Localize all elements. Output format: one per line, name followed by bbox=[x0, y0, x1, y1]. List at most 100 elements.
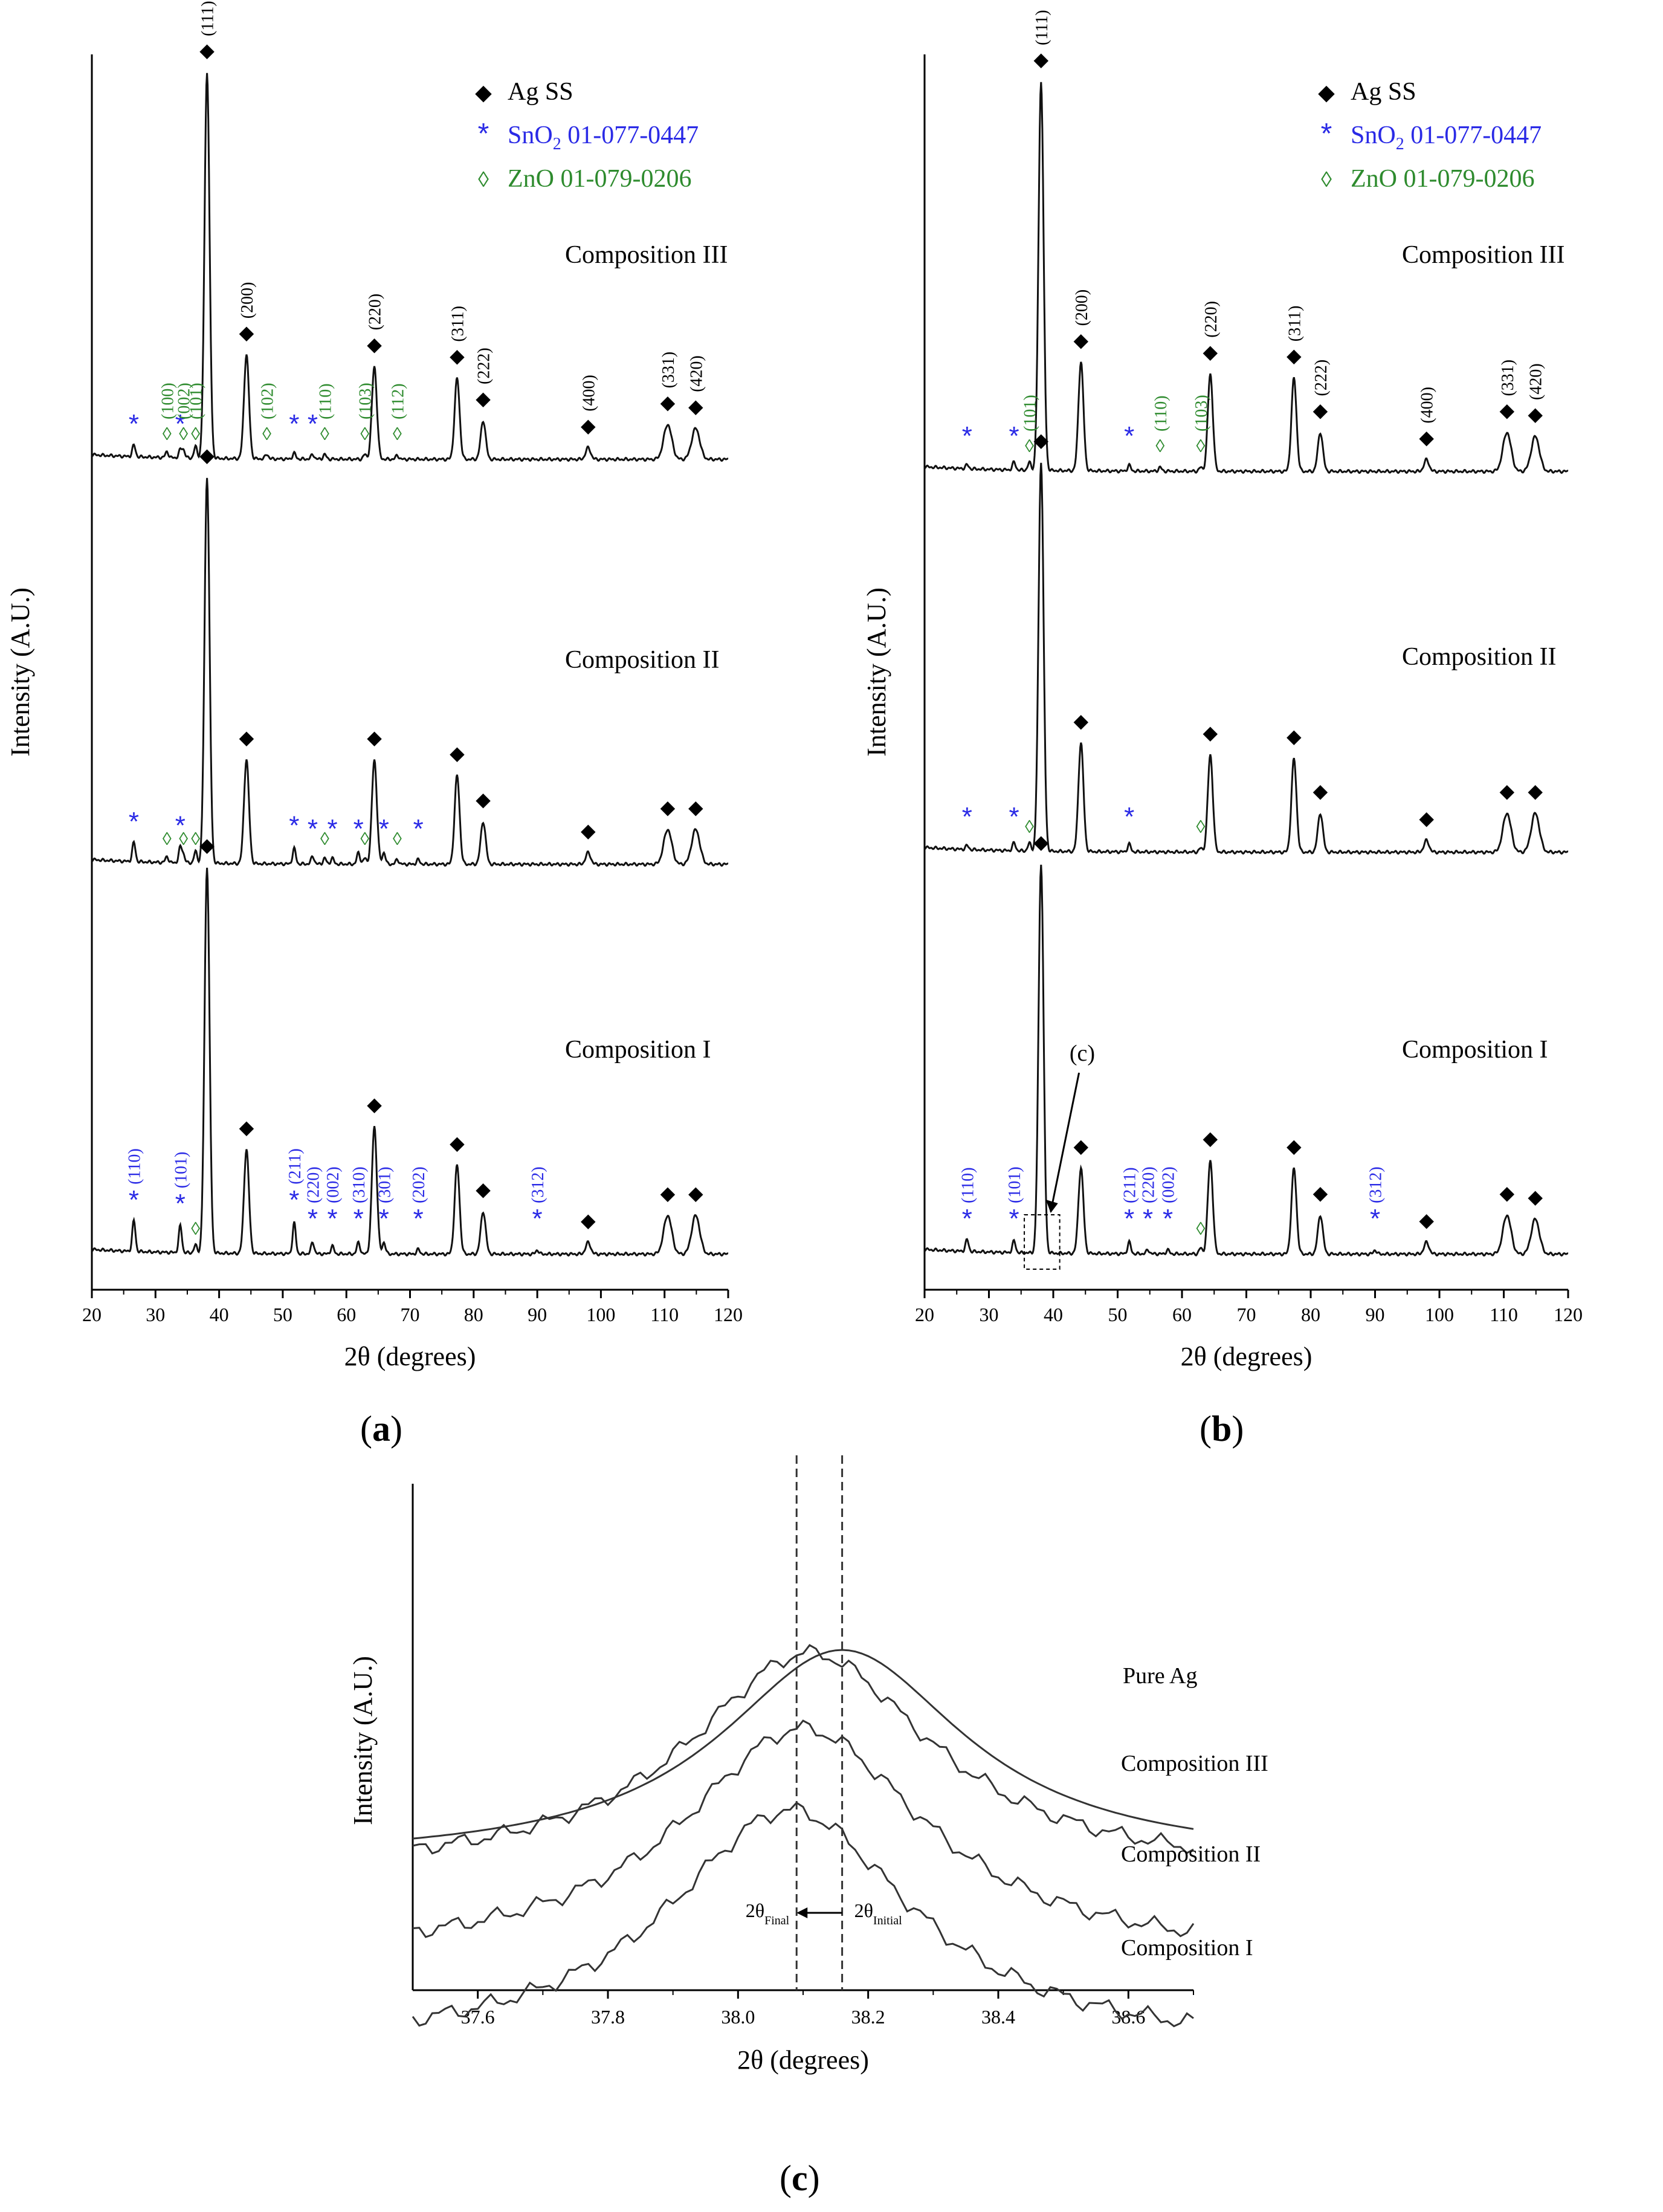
zno-peak-marker: ◊ bbox=[191, 424, 200, 444]
sno2-peak-marker: * bbox=[379, 814, 389, 844]
sno2-peak-marker: * bbox=[1163, 1204, 1173, 1234]
x-tick-label: 38.4 bbox=[981, 2006, 1015, 2028]
sno2-peak-marker: * bbox=[1143, 1204, 1153, 1234]
shift-trace-composition-i bbox=[412, 1801, 1194, 2028]
zno-peak-marker: ◊ bbox=[320, 829, 329, 849]
zno-peak-marker: ◊ bbox=[179, 829, 188, 849]
ag-peak-label: (420) bbox=[687, 355, 706, 392]
ag-peak-marker: ◆ bbox=[1313, 1182, 1328, 1204]
sno2-peak-label: (002) bbox=[324, 1166, 343, 1203]
sno2-peak-marker: * bbox=[354, 814, 364, 844]
sno2-peak-marker: * bbox=[129, 409, 139, 439]
ag-peak-marker: ◆ bbox=[1203, 341, 1218, 363]
sno2-peak-label: (312) bbox=[1367, 1166, 1386, 1203]
zno-peak-label: (102) bbox=[259, 383, 277, 419]
ag-peak-marker: ◆ bbox=[1287, 344, 1302, 366]
sno2-peak-label: (101) bbox=[172, 1152, 190, 1189]
x-tick-label: 100 bbox=[1425, 1304, 1454, 1325]
ag-peak-marker: ◆ bbox=[1419, 1209, 1434, 1231]
ag-peak-marker: ◆ bbox=[450, 1132, 465, 1154]
ag-peak-marker: ◆ bbox=[1313, 399, 1328, 421]
x-axis-title: 2θ (degrees) bbox=[344, 1342, 476, 1371]
ag-peak-label: (331) bbox=[659, 352, 678, 389]
legend-label: Ag SS bbox=[508, 78, 573, 106]
ag-peak-marker: ◆ bbox=[1073, 1135, 1088, 1157]
xrd-trace bbox=[924, 864, 1569, 1257]
series-name: Composition III bbox=[1121, 1751, 1268, 1776]
sno2-peak-marker: * bbox=[1124, 421, 1134, 451]
ag-peak-marker: ◆ bbox=[1073, 329, 1088, 351]
xrd-trace bbox=[924, 82, 1569, 474]
zno-peak-marker: ◊ bbox=[360, 424, 369, 444]
x-tick-label: 50 bbox=[273, 1304, 292, 1325]
sno2-peak-marker: * bbox=[289, 810, 299, 840]
sno2-peak-label: (211) bbox=[1121, 1167, 1140, 1203]
ag-peak-marker: ◆ bbox=[1528, 780, 1543, 802]
ag-peak-label: (400) bbox=[1418, 387, 1437, 424]
x-axis-title: 2θ (degrees) bbox=[1181, 1342, 1313, 1371]
ag-peak-marker: ◆ bbox=[1419, 807, 1434, 829]
sno2-peak-label: (002) bbox=[1160, 1166, 1178, 1203]
zno-peak-marker: ◊ bbox=[163, 424, 172, 444]
series-name: Composition III bbox=[1402, 241, 1565, 269]
sno2-peak-marker: * bbox=[379, 1204, 389, 1234]
panel-label-c: (c) bbox=[780, 2158, 820, 2198]
series-name: Composition I bbox=[565, 1036, 711, 1064]
inset-callout-arrowhead bbox=[1045, 1200, 1058, 1213]
ag-peak-marker: ◆ bbox=[239, 1116, 254, 1138]
two-theta-final-label: 2θFinal bbox=[746, 1900, 790, 1927]
ag-peak-marker: ◆ bbox=[581, 820, 596, 841]
series-name: Pure Ag bbox=[1123, 1663, 1198, 1689]
sno2-peak-marker: * bbox=[308, 1204, 318, 1234]
ag-peak-label: (311) bbox=[448, 306, 467, 342]
ag-peak-label: (222) bbox=[1312, 360, 1331, 396]
zno-peak-marker: ◊ bbox=[393, 829, 402, 849]
x-tick-label: 38.2 bbox=[851, 2006, 885, 2028]
legend-label: SnO2 01-077-0447 bbox=[1351, 121, 1542, 154]
zno-peak-marker: ◊ bbox=[1196, 817, 1205, 837]
ag-peak-marker: ◆ bbox=[660, 391, 676, 413]
ag-peak-marker: ◆ bbox=[367, 333, 382, 355]
series-name: Composition III bbox=[565, 241, 728, 269]
sno2-peak-marker: * bbox=[327, 1204, 337, 1234]
x-tick-label: 40 bbox=[210, 1304, 229, 1325]
legend-label: SnO2 01-077-0447 bbox=[508, 121, 699, 154]
panel-a-chart: 20 30 40 50 60 70 80 90 100 110 120 2θ (degrees) Int… bbox=[5, 1, 743, 1371]
sno2-peak-marker: * bbox=[532, 1204, 543, 1234]
ag-peak-marker: ◆ bbox=[476, 789, 491, 810]
sno2-peak-marker: * bbox=[308, 814, 318, 844]
shift-trace-pure-ag bbox=[412, 1649, 1194, 1840]
x-tick-label: 20 bbox=[82, 1304, 102, 1325]
ag-peak-marker: ◆ bbox=[199, 834, 215, 856]
ag-peak-label: (331) bbox=[1499, 360, 1517, 396]
zno-peak-label: (110) bbox=[1152, 395, 1171, 432]
x-tick-label: 80 bbox=[464, 1304, 483, 1325]
zno-peak-label: (101) bbox=[187, 383, 206, 419]
zno-peak-marker: ◊ bbox=[320, 424, 329, 444]
sno2-peak-marker: * bbox=[175, 1189, 186, 1218]
panel-label-b: (b) bbox=[1200, 1409, 1244, 1449]
x-tick-label: 38.0 bbox=[721, 2006, 755, 2028]
zno-peak-marker: ◊ bbox=[1196, 1219, 1205, 1239]
ag-peak-marker: ◆ bbox=[476, 1179, 491, 1200]
ag-peak-marker: ◆ bbox=[1528, 403, 1543, 425]
sno2-peak-label: (202) bbox=[410, 1166, 428, 1203]
sno2-peak-marker: * bbox=[962, 421, 972, 451]
ag-peak-marker: ◆ bbox=[1500, 780, 1515, 802]
x-tick-label: 120 bbox=[1554, 1304, 1583, 1325]
legend-marker: ◊ bbox=[478, 167, 489, 192]
sno2-peak-label: (301) bbox=[375, 1166, 394, 1203]
ag-peak-marker: ◆ bbox=[581, 1209, 596, 1231]
zno-peak-marker: ◊ bbox=[191, 829, 200, 849]
sno2-peak-label: (220) bbox=[304, 1166, 323, 1203]
sno2-peak-marker: * bbox=[175, 810, 186, 840]
inset-callout-label: (c) bbox=[1070, 1041, 1095, 1066]
ag-peak-marker: ◆ bbox=[476, 387, 491, 409]
ag-peak-marker: ◆ bbox=[581, 415, 596, 436]
ag-peak-marker: ◆ bbox=[1500, 1182, 1515, 1204]
zno-peak-label: (110) bbox=[316, 383, 335, 419]
ag-peak-marker: ◆ bbox=[1287, 1135, 1302, 1157]
sno2-peak-label: (110) bbox=[125, 1148, 144, 1185]
ag-peak-marker: ◆ bbox=[199, 444, 215, 466]
x-tick-label: 38.6 bbox=[1111, 2006, 1145, 2028]
